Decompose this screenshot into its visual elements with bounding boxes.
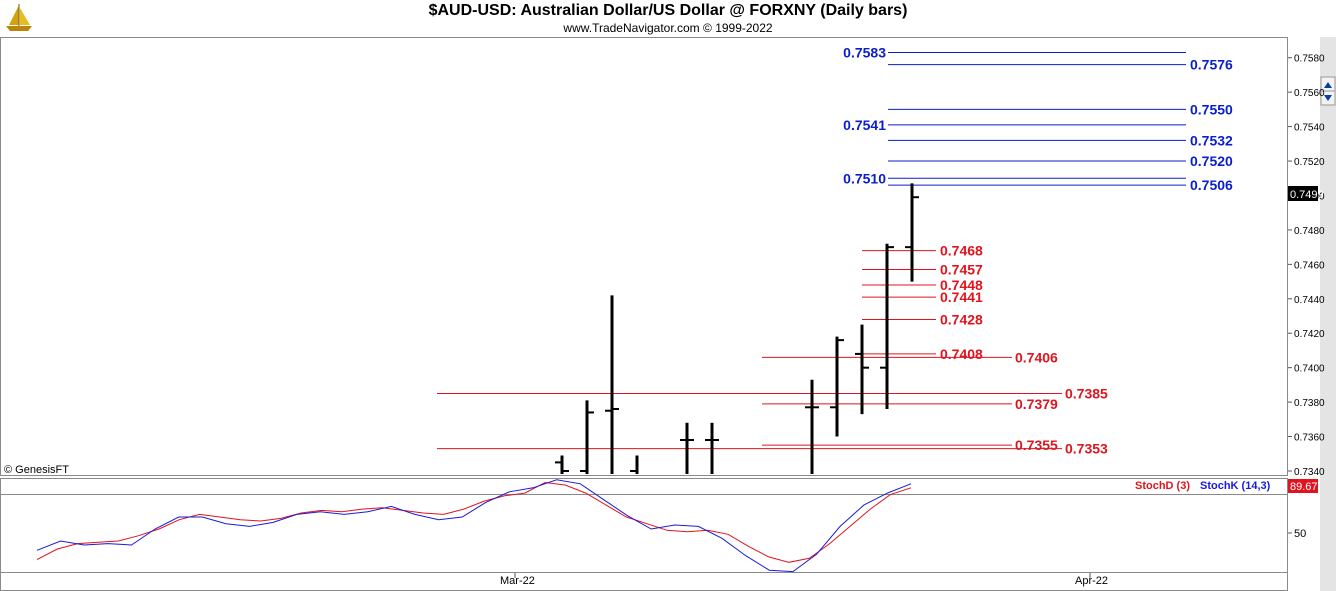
sailboat-logo-icon [6,4,32,31]
stoch-last-value-box [1288,479,1318,493]
ytick-label: 0.7340 [1294,467,1325,478]
ytick-label: 0.7560 [1294,88,1325,99]
stochk-legend: StochK (14,3) [1200,480,1271,492]
red-level-mid-label: 0.7406 [1015,349,1058,365]
blue-level-right-label: 0.7506 [1190,177,1233,193]
blue-level-right-label: 0.7550 [1190,101,1233,117]
xtick-label-mar: Mar-22 [500,575,535,587]
stoch-last-value: 89.67 [1290,481,1318,493]
red-level-outer-label: 0.7385 [1065,386,1108,402]
red-level-mid-label: 0.7355 [1015,437,1058,453]
stochd-line [36,481,912,563]
chart-subtitle: www.TradeNavigator.com © 1999-2022 [563,21,773,35]
red-level-inner-label: 0.7457 [940,262,983,278]
red-level-mid-label: 0.7379 [1015,396,1058,412]
ytick-label: 0.7460 [1294,260,1325,271]
stochk-line [36,479,912,573]
red-level-inner-label: 0.7441 [940,289,983,305]
last-price-label: 0.7499 [1290,189,1324,201]
ytick-label: 0.7580 [1294,54,1325,65]
title-bar: $AUD-USD: Australian Dollar/US Dollar @ … [0,0,1336,37]
ytick-label: 0.7400 [1294,364,1325,375]
stochastic-lines [36,479,912,573]
ytick-label: 0.7360 [1294,433,1325,444]
price-levels: 0.7583 0.7541 0.7510 0.7576 0.7550 0.7532 0.75… [437,45,1233,457]
stoch-tick-label: 50 [1294,528,1306,540]
last-price-box [1288,186,1318,201]
ohlc-bars [555,183,919,474]
ytick-label: 0.7520 [1294,157,1325,168]
ytick-label: 0.7380 [1294,398,1325,409]
blue-level-left-label: 0.7583 [843,45,886,61]
blue-level-right-label: 0.7532 [1190,132,1233,148]
ytick-label: 0.7440 [1294,295,1325,306]
xtick-label-apr: Apr-22 [1075,575,1108,587]
ytick-label: 0.7480 [1294,226,1325,237]
arrow-up-icon [1324,82,1332,88]
copyright-label: © GenesisFT [4,464,69,476]
ytick-label: 0.7540 [1294,123,1325,134]
blue-level-left-label: 0.7541 [843,117,886,133]
blue-level-right-label: 0.7576 [1190,57,1233,73]
stochd-legend: StochD (3) [1135,480,1190,492]
blue-level-left-label: 0.7510 [843,170,886,186]
red-level-inner-label: 0.7468 [940,243,983,259]
red-level-inner-label: 0.7408 [940,346,983,362]
red-level-inner-label: 0.7448 [940,277,983,293]
chart-title: $AUD-USD: Australian Dollar/US Dollar @ … [428,2,908,19]
red-level-outer-label: 0.7353 [1065,441,1108,457]
ytick-label: 0.7420 [1294,329,1325,340]
stoch-panel [0,494,1288,573]
red-level-inner-label: 0.7428 [940,311,983,327]
blue-level-right-label: 0.7520 [1190,153,1233,169]
stoch-label-strip [0,478,1288,495]
arrow-down-icon [1324,95,1332,101]
price-panel [0,37,1288,476]
scrollbar-track[interactable] [1320,37,1336,591]
